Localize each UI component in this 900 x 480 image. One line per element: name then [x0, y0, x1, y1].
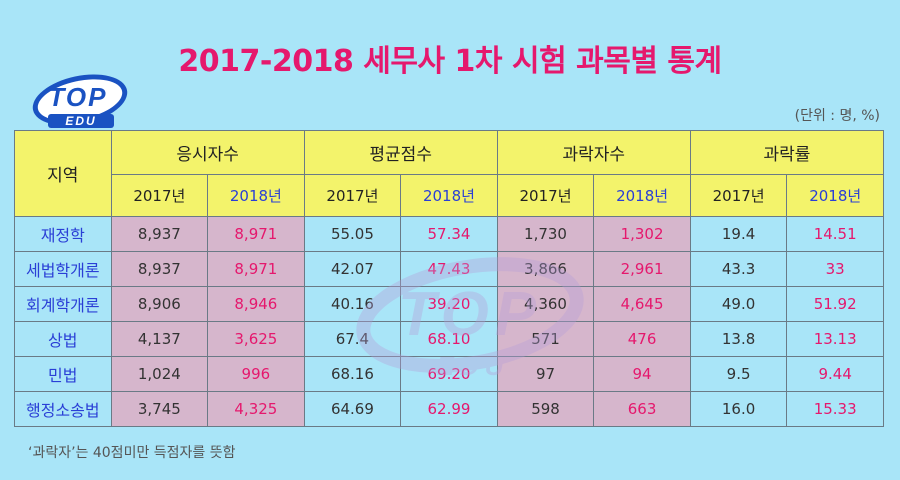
header-row-years: 2017년 2018년 2017년 2018년 2017년 2018년 2017…: [15, 174, 884, 217]
table-cell: 57.34: [400, 216, 498, 252]
table-cell: 3,745: [110, 391, 209, 427]
table-cell: 14.51: [786, 216, 884, 252]
footnote: ‘과락자’는 40점미만 득점자를 뜻함: [28, 445, 236, 461]
table-row: 상법 4,137 3,625 67.4 68.10 571 476 13.8 13.13: [14, 321, 884, 357]
year-header: 2018년: [786, 174, 884, 217]
table-cell: 40.16: [303, 286, 402, 322]
row-label: 상법: [14, 321, 112, 357]
table-cell: 996: [207, 356, 305, 392]
table-cell: 55.05: [303, 216, 402, 252]
row-label: 민법: [14, 356, 112, 392]
table-cell: 97: [496, 356, 595, 392]
table-cell: 19.4: [689, 216, 788, 252]
table-cell: 571: [496, 321, 595, 357]
table-cell: 9.5: [689, 356, 788, 392]
table-cell: 3,625: [207, 321, 305, 357]
group-header: 평균점수: [303, 130, 498, 175]
table-row: 행정소송법 3,745 4,325 64.69 62.99 598 663 16.0 15.33: [14, 391, 884, 427]
row-label: 행정소송법: [14, 391, 112, 427]
table-cell: 663: [593, 391, 691, 427]
table-cell: 8,971: [207, 251, 305, 287]
year-header: 2017년: [303, 174, 402, 217]
table-cell: 1,024: [110, 356, 209, 392]
table-cell: 8,937: [110, 251, 209, 287]
table-cell: 476: [593, 321, 691, 357]
row-label: 재정학: [14, 216, 112, 252]
year-header: 2017년: [689, 174, 788, 217]
table-cell: 3,866: [496, 251, 595, 287]
unit-label: (단위 : 명, %): [794, 108, 880, 124]
table-cell: 4,360: [496, 286, 595, 322]
table-cell: 598: [496, 391, 595, 427]
table-cell: 68.16: [303, 356, 402, 392]
table-cell: 43.3: [689, 251, 788, 287]
year-header: 2017년: [110, 174, 209, 217]
table-cell: 94: [593, 356, 691, 392]
table-cell: 62.99: [400, 391, 498, 427]
table-cell: 4,137: [110, 321, 209, 357]
table-cell: 42.07: [303, 251, 402, 287]
row-label: 회계학개론: [14, 286, 112, 322]
table-cell: 8,906: [110, 286, 209, 322]
table-row: 회계학개론 8,906 8,946 40.16 39.20 4,360 4,645 49.0 5…: [14, 286, 884, 322]
table-cell: 13.8: [689, 321, 788, 357]
year-header: 2018년: [207, 174, 305, 217]
table-cell: 16.0: [689, 391, 788, 427]
group-header: 응시자수: [110, 130, 305, 175]
table-cell: 9.44: [786, 356, 884, 392]
year-header: 2018년: [593, 174, 691, 217]
page-title: 2017-2018 세무사 1차 시험 과목별 통계: [178, 44, 722, 79]
year-header: 2017년: [496, 174, 595, 217]
group-header: 과락자수: [496, 130, 691, 175]
table-cell: 64.69: [303, 391, 402, 427]
table-cell: 67.4: [303, 321, 402, 357]
table-row: 세법학개론 8,937 8,971 42.07 47.43 3,866 2,961 43.3 3…: [14, 251, 884, 287]
table-cell: 13.13: [786, 321, 884, 357]
table-cell: 47.43: [400, 251, 498, 287]
table-cell: 39.20: [400, 286, 498, 322]
group-header: 과락률: [689, 130, 885, 175]
region-header: 지역: [14, 130, 112, 217]
table-cell: 8,971: [207, 216, 305, 252]
table-cell: 15.33: [786, 391, 884, 427]
table-cell: 4,645: [593, 286, 691, 322]
logo-top-text: TOP: [49, 82, 108, 112]
table-cell: 2,961: [593, 251, 691, 287]
table-cell: 4,325: [207, 391, 305, 427]
top-edu-logo: TOP EDU: [32, 74, 128, 128]
stats-table: 지역 응시자수 평균점수 과락자수 과락률 2017년 2018년 2017년 …: [14, 130, 885, 427]
table-cell: 1,302: [593, 216, 691, 252]
table-cell: 49.0: [689, 286, 788, 322]
logo-edu-text: EDU: [65, 114, 96, 128]
header-row-groups: 지역 응시자수 평균점수 과락자수 과락률: [14, 130, 885, 217]
year-header: 2018년: [400, 174, 498, 217]
table-row: 민법 1,024 996 68.16 69.20 97 94 9.5 9.44: [14, 356, 884, 392]
table-cell: 68.10: [400, 321, 498, 357]
row-label: 세법학개론: [14, 251, 112, 287]
table-cell: 33: [786, 251, 884, 287]
table-cell: 8,937: [110, 216, 209, 252]
table-cell: 1,730: [496, 216, 595, 252]
table-cell: 69.20: [400, 356, 498, 392]
table-cell: 8,946: [207, 286, 305, 322]
table-cell: 51.92: [786, 286, 884, 322]
table-row: 재정학 8,937 8,971 55.05 57.34 1,730 1,302 19.4 14.…: [14, 216, 884, 252]
